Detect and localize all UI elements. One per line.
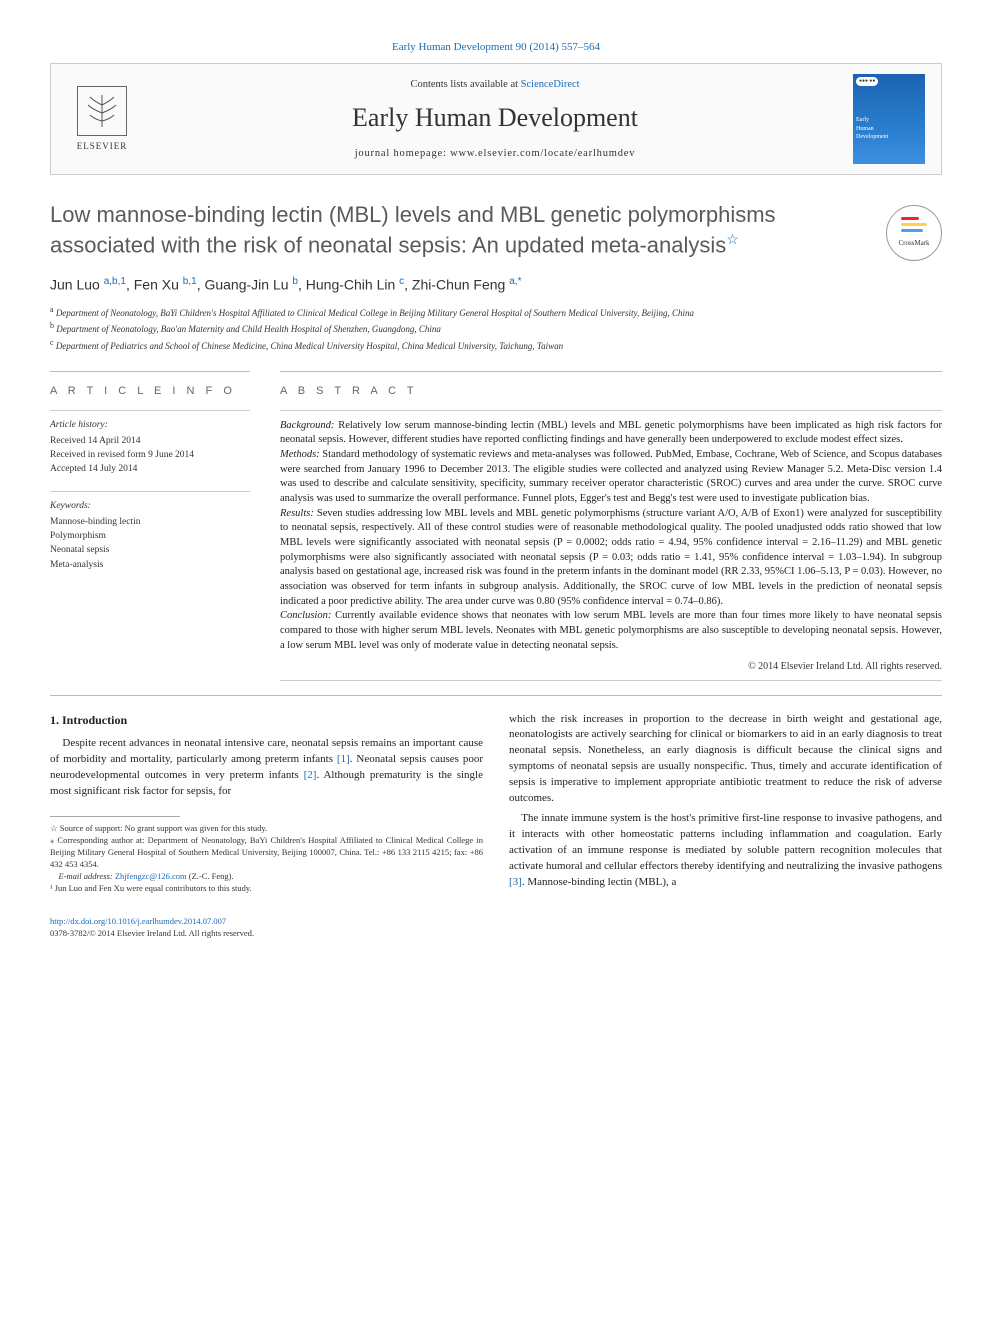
cover-badge: ●●● ●● [856,77,878,86]
history-3: Accepted 14 July 2014 [50,462,250,476]
author-1: Jun Luo [50,277,104,293]
page-footer: http://dx.doi.org/10.1016/j.earlhumdev.2… [50,916,942,940]
abs-results-label: Results: [280,508,314,519]
elsevier-logo: ELSEVIER [67,80,137,158]
history-1: Received 14 April 2014 [50,434,250,448]
author-5: , Zhi-Chun Feng [404,277,509,293]
footnote-divider [50,816,180,817]
title-star-icon: ☆ [726,231,739,247]
history-label: Article history: [50,419,250,432]
corresponding-mark: * [518,276,522,287]
intro-heading: 1. Introduction [50,712,483,729]
author-3: , Guang-Jin Lu [197,277,293,293]
journal-name: Early Human Development [137,100,853,136]
abs-methods: Standard methodology of systematic revie… [280,449,942,504]
affiliation-a: Department of Neonatology, BaYi Children… [56,308,694,318]
journal-header: ELSEVIER Contents lists available at Sci… [50,63,942,175]
author-2: , Fen Xu [126,277,183,293]
aff-sup-2: b,1 [183,276,197,287]
ref-1[interactable]: [1] [337,753,350,765]
abs-conclusion-label: Conclusion: [280,610,331,621]
email-suffix: (Z.-C. Feng). [187,871,234,881]
cover-title-3: Development [856,133,922,141]
keyword-2: Polymorphism [50,529,250,543]
abstract-label: A B S T R A C T [280,384,942,399]
ref-3[interactable]: [3] [509,876,522,888]
history-2: Received in revised form 9 June 2014 [50,448,250,462]
footnote-support: ☆ Source of support: No grant support wa… [50,823,483,835]
keywords-label: Keywords: [50,500,250,513]
affiliations: a Department of Neonatology, BaYi Childr… [50,304,942,354]
intro-col2-p2: The innate immune system is the host's p… [509,811,942,891]
doi-link[interactable]: http://dx.doi.org/10.1016/j.earlhumdev.2… [50,916,226,926]
article-info-label: A R T I C L E I N F O [50,384,250,399]
sciencedirect-link[interactable]: ScienceDirect [521,79,580,90]
affiliation-c: Department of Pediatrics and School of C… [56,341,563,351]
footnote-email: E-mail address: Zhjfengzc@126.com (Z.-C.… [50,871,483,883]
aff-sup-5: a, [509,276,517,287]
email-link[interactable]: Zhjfengzc@126.com [115,871,187,881]
crossmark-icon [901,217,927,235]
abs-results: Seven studies addressing low MBL levels … [280,508,942,607]
journal-homepage: journal homepage: www.elsevier.com/locat… [137,147,853,162]
abs-bg: Relatively low serum mannose-binding lec… [280,420,942,446]
cover-title-1: Early [856,116,922,124]
keyword-4: Meta-analysis [50,558,250,572]
abstract-text: Background: Relatively low serum mannose… [280,419,942,654]
cover-title-2: Human [856,125,922,133]
body-divider [50,695,942,696]
footnote-equal: ¹ Jun Luo and Fen Xu were equal contribu… [50,883,483,895]
ref-2[interactable]: [2] [304,769,317,781]
intro-col1: Despite recent advances in neonatal inte… [50,736,483,800]
issn-line: 0378-3782/© 2014 Elsevier Ireland Ltd. A… [50,928,942,940]
affiliation-b: Department of Neonatology, Bao'an Matern… [56,324,441,334]
citation-link[interactable]: Early Human Development 90 (2014) 557–56… [392,41,600,53]
title-text: Low mannose-binding lectin (MBL) levels … [50,202,776,257]
crossmark-badge[interactable]: CrossMark [886,205,942,261]
keyword-3: Neonatal sepsis [50,543,250,557]
elsevier-text: ELSEVIER [77,140,128,153]
crossmark-label: CrossMark [898,239,929,249]
abs-methods-label: Methods: [280,449,320,460]
abstract-copyright: © 2014 Elsevier Ireland Ltd. All rights … [280,660,942,674]
email-label: E-mail address: [59,871,115,881]
contents-prefix: Contents lists available at [410,79,520,90]
cm-line-2 [901,223,927,226]
contents-line: Contents lists available at ScienceDirec… [137,78,853,93]
intro-col2-p1: which the risk increases in proportion t… [509,712,942,808]
cm-line-1 [901,217,919,220]
citation-line: Early Human Development 90 (2014) 557–56… [50,40,942,55]
author-4: , Hung-Chih Lin [298,277,399,293]
footnote-corresponding: ⁎ Corresponding author at: Department of… [50,835,483,871]
authors-line: Jun Luo a,b,1, Fen Xu b,1, Guang-Jin Lu … [50,275,942,295]
article-title: Low mannose-binding lectin (MBL) levels … [50,201,866,260]
abs-conclusion: Currently available evidence shows that … [280,610,942,650]
journal-cover: ●●● ●● Early Human Development [853,74,925,164]
abs-bg-label: Background: [280,420,334,431]
elsevier-tree-icon [77,86,127,136]
keyword-1: Mannose-binding lectin [50,515,250,529]
cm-line-3 [901,229,923,232]
aff-sup-1: a,b,1 [104,276,126,287]
